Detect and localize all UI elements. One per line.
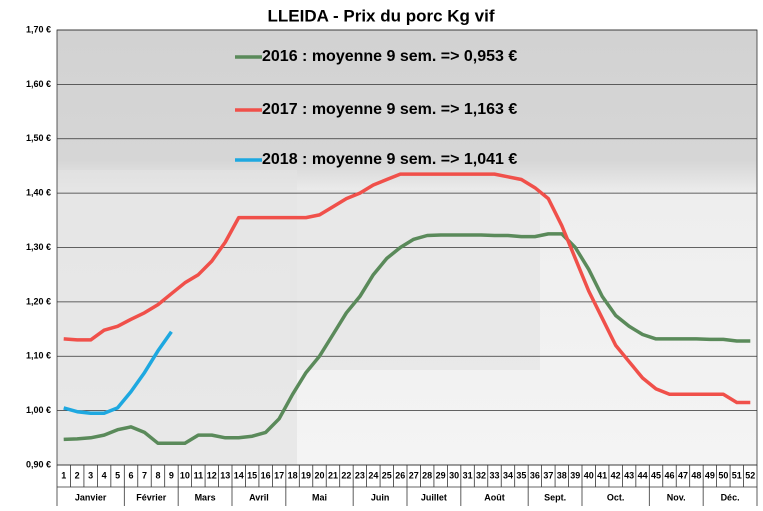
x-tick-label: 33 [489,470,499,480]
y-tick-label: 1,10 € [26,351,51,361]
y-tick-label: 1,00 € [26,405,51,415]
x-tick-label: 30 [449,470,459,480]
month-label: Août [484,492,505,502]
x-tick-label: 50 [718,470,728,480]
x-tick-label: 51 [732,470,742,480]
x-tick-label: 20 [314,470,324,480]
month-label: Janvier [75,492,107,502]
y-tick-label: 1,30 € [26,242,51,252]
x-tick-label: 40 [584,470,594,480]
x-tick-label: 47 [678,470,688,480]
y-tick-label: 1,60 € [26,79,51,89]
month-label: Avril [249,492,269,502]
x-tick-label: 12 [207,470,217,480]
x-tick-label: 22 [341,470,351,480]
legend-label: 2018 : moyenne 9 sem. => 1,041 € [262,151,517,168]
legend-label: 2016 : moyenne 9 sem. => 0,953 € [262,48,517,65]
y-tick-label: 1,40 € [26,188,51,198]
x-tick-label: 39 [570,470,580,480]
x-tick-label: 8 [155,470,160,480]
month-label: Sept. [544,492,566,502]
x-tick-label: 35 [516,470,526,480]
x-tick-label: 28 [422,470,432,480]
legend-label: 2017 : moyenne 9 sem. => 1,163 € [262,101,517,118]
y-tick-label: 1,20 € [26,296,51,306]
month-label: Oct. [607,492,625,502]
x-tick-label: 46 [664,470,674,480]
x-tick-label: 25 [382,470,392,480]
month-label: Juin [371,492,390,502]
x-tick-label: 24 [368,470,378,480]
x-tick-label: 2 [75,470,80,480]
x-tick-label: 18 [288,470,298,480]
x-tick-label: 17 [274,470,284,480]
x-tick-label: 13 [220,470,230,480]
x-tick-label: 27 [409,470,419,480]
month-label: Mars [195,492,216,502]
photo-area [57,170,297,465]
month-label: Mai [312,492,327,502]
x-tick-label: 44 [638,470,648,480]
x-tick-label: 38 [557,470,567,480]
x-tick-label: 31 [463,470,473,480]
chart: LLEIDA - Prix du porc Kg vif 0,90 € 1,00 … [0,0,763,506]
x-tick-label: 1 [61,470,66,480]
x-tick-label: 34 [503,470,513,480]
y-tick-label: 0,90 € [26,459,51,469]
month-label: Février [136,492,167,502]
x-tick-label: 42 [611,470,621,480]
month-label: Nov. [667,492,686,502]
x-tick-label: 32 [476,470,486,480]
x-tick-label: 10 [180,470,190,480]
x-tick-label: 11 [194,470,204,480]
x-tick-label: 7 [142,470,147,480]
x-tick-label: 19 [301,470,311,480]
x-tick-label: 21 [328,470,338,480]
x-tick-label: 5 [115,470,120,480]
chart-title: LLEIDA - Prix du porc Kg vif [268,6,495,25]
x-tick-label: 3 [88,470,93,480]
x-tick-label: 36 [530,470,540,480]
x-tick-label: 26 [395,470,405,480]
x-tick-label: 49 [705,470,715,480]
x-tick-label: 29 [436,470,446,480]
y-tick-label: 1,70 € [26,24,51,34]
x-tick-label: 23 [355,470,365,480]
x-tick-label: 48 [691,470,701,480]
y-tick-label: 1,50 € [26,133,51,143]
x-tick-label: 37 [543,470,553,480]
x-tick-label: 16 [261,470,271,480]
x-tick-label: 14 [234,470,244,480]
x-tick-label: 43 [624,470,634,480]
x-tick-label: 15 [247,470,257,480]
x-tick-label: 41 [597,470,607,480]
month-label: Déc. [721,492,740,502]
month-label: Juillet [421,492,447,502]
x-tick-label: 52 [745,470,755,480]
x-tick-label: 6 [129,470,134,480]
x-tick-label: 45 [651,470,661,480]
x-tick-label: 4 [102,470,107,480]
x-tick-label: 9 [169,470,174,480]
